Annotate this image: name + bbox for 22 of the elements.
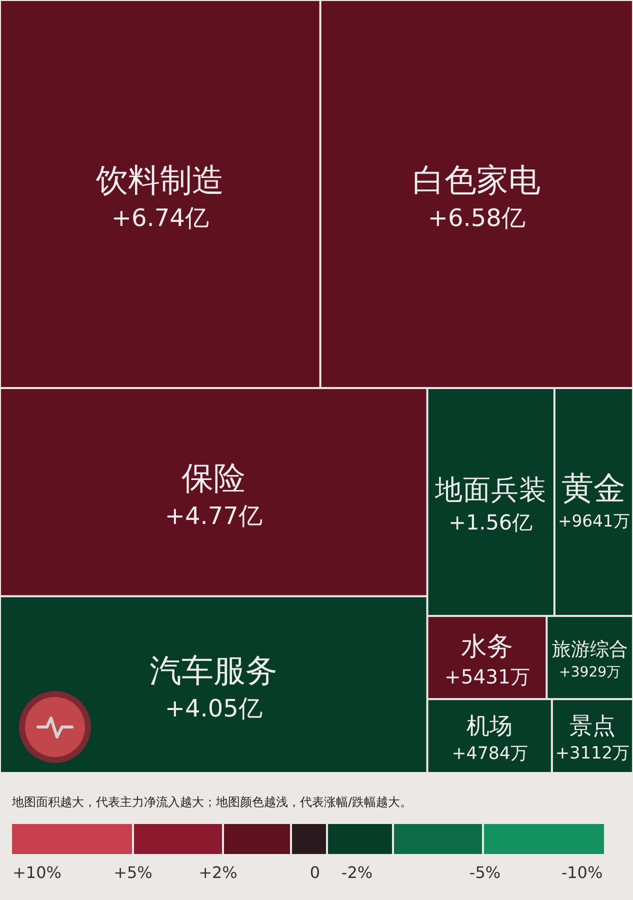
category-label: 黄金 [562, 468, 626, 507]
category-label: 白色家电 [412, 160, 541, 199]
category-label: 机场 [466, 714, 513, 740]
category-label: 地面兵装 [434, 473, 547, 506]
data-label: +3929万 [559, 664, 621, 680]
category-label: 旅游综合 [552, 640, 628, 661]
data-label: +1.56亿 [448, 510, 534, 535]
text: 地图面积越大，代表主力净流入越大；地图颜色越浅，代表涨幅/跌幅越大。 [11, 795, 412, 809]
category-label: 饮料制造 [95, 160, 224, 199]
data-label: +6.58亿 [428, 204, 526, 232]
data-label: +3112万 [555, 742, 630, 763]
data-label: +9641万 [558, 511, 630, 530]
category-label: 汽车服务 [150, 651, 278, 690]
colorbar: +10% +5% +2% 0 -2% -5% -10% [12, 824, 604, 882]
data-label: +4.77亿 [164, 502, 262, 530]
data-label: +4.05亿 [164, 694, 262, 723]
data-label: +6.74亿 [111, 204, 209, 232]
category-label: 景点 [569, 714, 616, 740]
data-label: +4784万 [452, 744, 528, 764]
data-label: +5431万 [444, 666, 530, 688]
category-label: 保险 [182, 458, 246, 497]
category-label: 水务 [460, 632, 513, 662]
